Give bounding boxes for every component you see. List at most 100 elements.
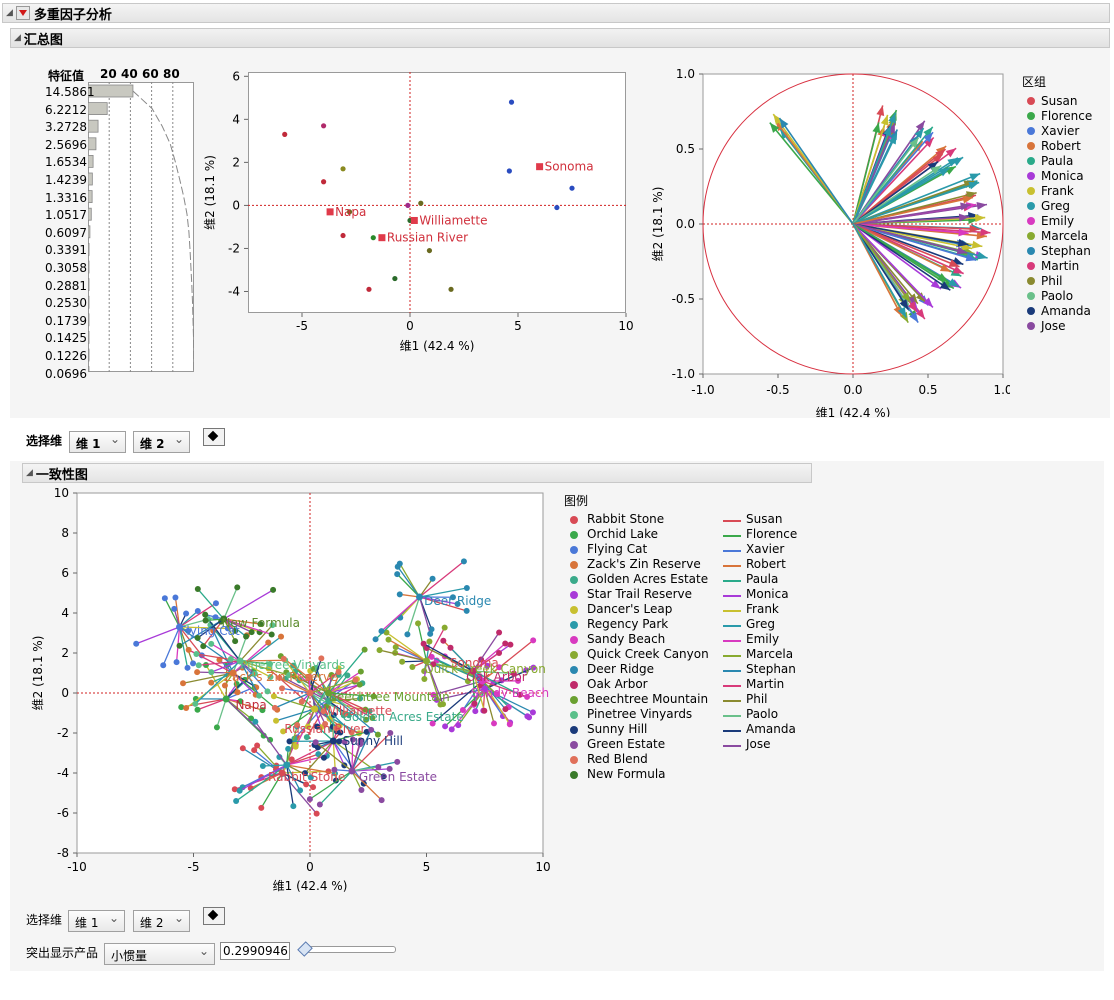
collapse-triangle-icon[interactable]: ◢ (14, 33, 21, 43)
judge-ray (197, 588, 225, 620)
judge-ray (351, 743, 361, 772)
product-centroid (469, 667, 477, 675)
highlight-product-select[interactable]: 小惯量 (104, 943, 215, 965)
product-legend-item[interactable]: Zack's Zin Reserve (587, 557, 701, 571)
group-legend-item[interactable]: Susan (1041, 94, 1078, 108)
consensus-point-label: Pinetree Vinyards (240, 658, 345, 672)
judge-point (310, 665, 317, 672)
loading-plot[interactable]: -1.0 -0.5 0.0 0.5 1.0 1.0 0.5 0.0 -0.5 -1.0 维1 (42… (650, 62, 1010, 417)
page-title: 多重因子分析 (33, 7, 112, 23)
judge-legend-item[interactable]: Robert (746, 557, 786, 571)
product-legend-item[interactable]: Oak Arbor (587, 677, 648, 691)
consensus-plot[interactable]: -10 -5 0 5 10 10 8 6 4 2 0 -2 -4 -6 -8 Deer Ridge New Fo… (28, 485, 553, 900)
product-legend-item[interactable]: Regency Park (587, 617, 669, 631)
group-legend-item[interactable]: Emily (1041, 214, 1075, 228)
highlight-value-field[interactable]: 0.2990946 (220, 942, 290, 960)
product-legend-item[interactable]: Red Blend (587, 752, 648, 766)
group-legend-item[interactable]: Stephan (1041, 244, 1091, 258)
group-legend-item[interactable]: Phil (1041, 274, 1063, 288)
product-legend-item[interactable]: Sunny Hill (587, 722, 648, 736)
product-legend-item[interactable]: Pinetree Vinyards (587, 707, 693, 721)
product-legend-item[interactable]: Sandy Beach (587, 632, 666, 646)
judge-legend-item[interactable]: Greg (746, 617, 775, 631)
group-legend-item[interactable]: Paula (1041, 154, 1074, 168)
product-legend-item[interactable]: Orchid Lake (587, 527, 659, 541)
group-legend-item[interactable]: Jose (1041, 319, 1066, 333)
consensus-section-header[interactable]: ◢ 一致性图 (22, 463, 812, 483)
highlight-slider-track[interactable] (300, 946, 396, 953)
judge-point (362, 706, 369, 713)
product-legend-item[interactable]: Green Estate (587, 737, 666, 751)
judge-legend-item[interactable]: Jose (746, 737, 771, 751)
legend-marker-icon (1027, 307, 1035, 315)
group-legend-item[interactable]: Greg (1041, 199, 1070, 213)
judge-legend-item[interactable]: Frank (746, 602, 779, 616)
dim-a-select[interactable]: 维 1 (69, 431, 126, 453)
product-legend-item[interactable]: New Formula (587, 767, 666, 781)
judge-legend-item[interactable]: Emily (746, 632, 780, 646)
product-legend-item[interactable]: Quick Creek Canyon (587, 647, 709, 661)
collapse-triangle-icon[interactable]: ◢ (26, 468, 33, 478)
judge-legend-item[interactable]: Xavier (746, 542, 785, 556)
product-legend-item[interactable]: Deer Ridge (587, 662, 655, 676)
mfa-outline-header[interactable]: ◢ 多重因子分析 (2, 3, 1110, 23)
summary-section-header[interactable]: ◢ 汇总图 (10, 28, 1110, 48)
product-legend-item[interactable]: Star Trail Reserve (587, 587, 692, 601)
group-legend-item[interactable]: Frank (1041, 184, 1074, 198)
product-legend-item[interactable]: Golden Acres Estate (587, 572, 709, 586)
judge-ray (484, 688, 534, 714)
judge-legend-item[interactable]: Florence (746, 527, 798, 541)
judge-legend-item[interactable]: Marcela (746, 647, 794, 661)
group-legend-item[interactable]: Martin (1041, 259, 1080, 273)
product-legend-item[interactable]: Beechtree Mountain (587, 692, 709, 706)
loading-arrow (852, 131, 934, 225)
legend-marker-icon (1027, 217, 1035, 225)
judge-point (268, 631, 275, 638)
score-point (392, 275, 398, 282)
eigen-bar (88, 119, 99, 133)
judge-legend-item[interactable]: Martin (746, 677, 785, 691)
apply-dims-button[interactable] (203, 428, 225, 446)
loading-arrowhead (939, 281, 951, 291)
judge-legend-item[interactable]: Monica (746, 587, 789, 601)
eigenvalue-cell: 1.3316 (45, 190, 87, 205)
judge-point (208, 679, 215, 686)
group-legend-item[interactable]: Monica (1041, 169, 1084, 183)
x-tick-label: -0.5 (766, 383, 789, 397)
group-legend-item[interactable]: Xavier (1041, 124, 1080, 138)
score-plot[interactable]: -5 0 5 10 6 4 2 0 -2 -4 Sonoma Napa Williamette Russi… (200, 62, 640, 357)
group-legend-item[interactable]: Amanda (1041, 304, 1091, 318)
summary-section-title: 汇总图 (23, 32, 63, 48)
red-triangle-menu-icon[interactable] (15, 6, 30, 20)
region-label: Williamette (419, 213, 487, 227)
judge-legend-item[interactable]: Phil (746, 692, 768, 706)
judge-ray (436, 688, 485, 701)
judge-point (270, 586, 277, 593)
eigenvalue-cell: 0.0696 (45, 366, 87, 381)
judge-point (285, 745, 292, 752)
loading-arrowhead (965, 253, 977, 262)
judge-legend-item[interactable]: Stephan (746, 662, 796, 676)
collapse-triangle-icon[interactable]: ◢ (6, 8, 13, 18)
judge-ray (293, 700, 330, 740)
judge-point (257, 621, 264, 628)
judge-legend-item[interactable]: Paolo (746, 707, 779, 721)
apply-dims-button[interactable] (203, 907, 225, 925)
product-legend-item[interactable]: Flying Cat (587, 542, 648, 556)
dim-b-select[interactable]: 维 2 (133, 910, 190, 932)
judge-legend-item[interactable]: Paula (746, 572, 779, 586)
judge-legend-item[interactable]: Susan (746, 512, 783, 526)
group-legend-item[interactable]: Robert (1041, 139, 1081, 153)
dim-b-select[interactable]: 维 2 (133, 431, 190, 453)
judge-ray (273, 695, 315, 710)
product-legend-item[interactable]: Rabbit Stone (587, 512, 665, 526)
dim-a-select[interactable]: 维 1 (68, 910, 125, 932)
judge-ray (286, 764, 301, 791)
judge-ray (472, 642, 506, 672)
group-legend-item[interactable]: Florence (1041, 109, 1093, 123)
group-legend-item[interactable]: Paolo (1041, 289, 1074, 303)
product-legend-item[interactable]: Dancer's Leap (587, 602, 673, 616)
group-legend-item[interactable]: Marcela (1041, 229, 1089, 243)
legend-marker-icon (1027, 232, 1035, 240)
judge-legend-item[interactable]: Amanda (746, 722, 796, 736)
